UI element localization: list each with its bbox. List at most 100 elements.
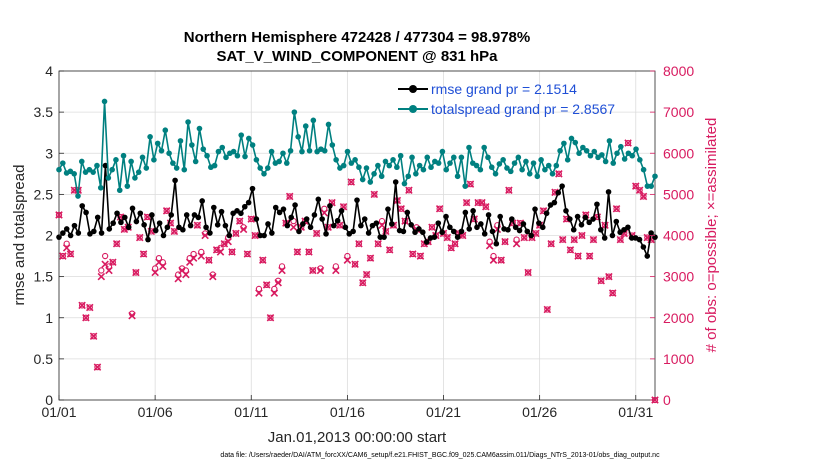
obs-possible-point xyxy=(336,222,343,229)
rmse-series-point xyxy=(528,232,534,239)
obs-assimilated-point xyxy=(289,223,298,232)
rmse-series-point xyxy=(276,209,283,216)
totalspread-series-point xyxy=(306,147,313,154)
obs-possible-point xyxy=(571,236,578,243)
obs-assimilated-point xyxy=(278,266,286,275)
obs-possible-point xyxy=(263,281,270,288)
totalspread-series-point xyxy=(648,183,654,189)
rmse-series-point xyxy=(118,219,124,226)
obs-assimilated-point xyxy=(293,248,302,256)
totalspread-series-point xyxy=(253,157,260,163)
data-file-note: data file: /Users/raeder/DAI/ATM_forcXX/… xyxy=(220,452,660,459)
y-tick-label: 3.5 xyxy=(34,104,54,120)
totalspread-series-point xyxy=(215,148,222,155)
obs-possible-point xyxy=(598,277,605,284)
totalspread-series-point xyxy=(325,121,332,128)
obs-assimilated-point xyxy=(235,217,244,225)
rmse-series-point xyxy=(458,228,465,235)
totalspread-series-point xyxy=(481,144,487,151)
totalspread-series-point xyxy=(219,144,226,151)
rmse-series-point xyxy=(238,210,244,217)
rmse-series-point xyxy=(98,230,105,236)
rmse-series-point xyxy=(628,235,635,241)
obs-assimilated-point xyxy=(266,313,275,322)
obs-assimilated-point xyxy=(505,186,513,195)
x-tick-label: 01/06 xyxy=(138,404,173,420)
totalspread-series-point xyxy=(348,160,355,166)
obs-possible-point xyxy=(171,228,178,235)
obs-possible-point xyxy=(463,199,470,206)
rmse-series-point xyxy=(152,227,159,234)
obs-assimilated-point xyxy=(197,252,206,260)
rmse-series-point xyxy=(75,230,82,236)
rmse-series-point xyxy=(594,201,600,208)
rmse-series-point xyxy=(133,218,140,225)
totalspread-series-point xyxy=(329,142,336,148)
obs-assimilated-point xyxy=(408,250,417,258)
totalspread-series-point xyxy=(128,158,134,165)
obs-assimilated-point xyxy=(635,186,644,195)
totalspread-series-point xyxy=(56,166,62,173)
totalspread-series-point xyxy=(181,166,188,173)
obs-assimilated-point xyxy=(466,180,475,188)
obs-assimilated-point xyxy=(174,274,182,283)
rmse-series-point xyxy=(149,212,155,218)
totalspread-series-point xyxy=(249,142,256,148)
obs-possible-point xyxy=(155,254,163,262)
rmse-series-point xyxy=(539,224,546,231)
obs-possible-point xyxy=(59,252,66,260)
rmse-series-point xyxy=(172,177,178,184)
chart-subtitle: SAT_V_WIND_COMPONENT @ 831 hPa xyxy=(216,48,498,65)
obs-possible-point xyxy=(574,252,582,260)
rmse-series-point xyxy=(543,210,550,217)
obs-possible-point xyxy=(82,314,90,321)
obs-assimilated-point xyxy=(378,221,386,229)
totalspread-series-point xyxy=(447,160,453,166)
obs-possible-point xyxy=(451,240,459,247)
totalspread-series-point xyxy=(291,109,298,115)
obs-count-layer xyxy=(55,139,659,404)
obs-assimilated-point xyxy=(428,223,436,232)
totalspread-series-point xyxy=(602,158,609,165)
totalspread-series-point xyxy=(143,165,150,171)
obs-assimilated-point xyxy=(612,205,621,213)
obs-possible-point xyxy=(513,236,520,243)
obs-assimilated-point xyxy=(66,250,75,258)
totalspread-series-point xyxy=(652,173,658,180)
totalspread-series-point xyxy=(587,152,594,159)
y2-tick-label: 5000 xyxy=(663,186,694,202)
y-tick-label: 4 xyxy=(45,63,53,79)
totalspread-series-point xyxy=(500,157,506,163)
obs-assimilated-point xyxy=(485,242,494,250)
obs-assimilated-point xyxy=(397,205,405,213)
obs-possible-point xyxy=(578,232,586,239)
totalspread-series-point xyxy=(367,179,374,185)
totalspread-series-point xyxy=(454,173,461,180)
y-tick-label: 2.5 xyxy=(34,186,54,202)
rmse-series-point xyxy=(195,214,202,221)
x-tick-label: 01/21 xyxy=(426,404,461,420)
obs-possible-point xyxy=(136,234,143,241)
obs-assimilated-point xyxy=(462,198,471,207)
rmse-series-point xyxy=(338,208,345,214)
obs-possible-point xyxy=(175,271,182,278)
rmse-series-point xyxy=(590,216,596,222)
y2-tick-label: 4000 xyxy=(663,228,694,244)
obs-possible-point xyxy=(363,271,370,278)
y-tick-label: 3 xyxy=(45,145,53,161)
obs-assimilated-point xyxy=(497,256,505,264)
totalspread-series-point xyxy=(492,171,499,177)
rmse-series-point xyxy=(462,209,469,216)
totalspread-series-point xyxy=(299,148,305,155)
obs-assimilated-point xyxy=(101,260,109,269)
obs-assimilated-point xyxy=(139,250,148,258)
rmse-series-point xyxy=(199,198,205,204)
obs-assimilated-point xyxy=(151,268,159,277)
totalspread-series-point xyxy=(371,171,377,177)
rmse-series-point xyxy=(83,209,89,216)
obs-possible-point xyxy=(67,250,74,258)
rmse-series-point xyxy=(114,210,120,217)
totalspread-series-point xyxy=(234,152,241,159)
rmse-series-point xyxy=(524,228,531,235)
rmse-series-point xyxy=(601,235,608,241)
